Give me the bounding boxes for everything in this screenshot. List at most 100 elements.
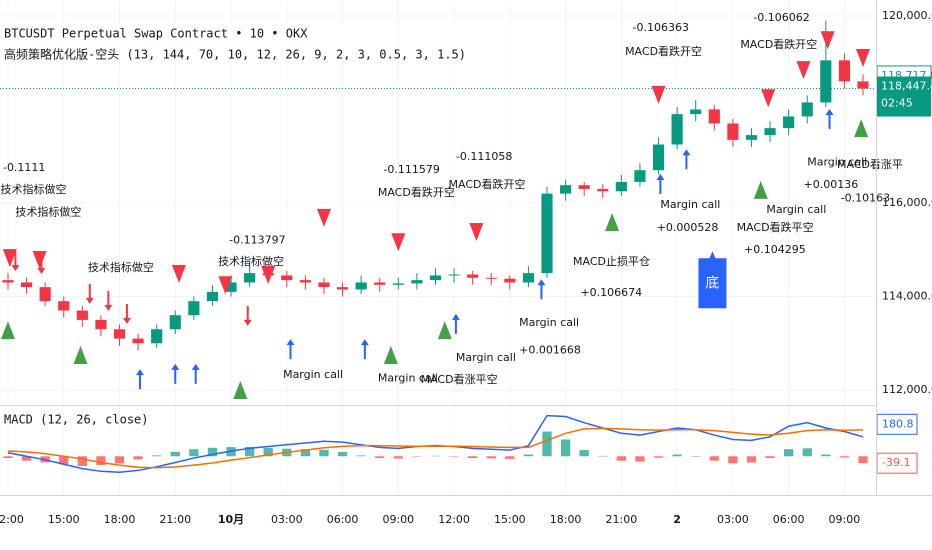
signal-arrow-down [122, 304, 131, 325]
histogram-bar [505, 456, 515, 459]
histogram-bar [170, 451, 180, 457]
histogram-bar [449, 456, 459, 457]
annotation: Margin call [456, 351, 516, 364]
histogram-bar [263, 447, 273, 457]
candle-body [652, 144, 665, 171]
histogram-bar [244, 446, 255, 457]
histogram-bar [375, 456, 385, 459]
annotation: 技术指标做空 [218, 254, 284, 268]
histogram-bar [189, 449, 199, 457]
x-tick-label: 12:00 [438, 513, 470, 526]
annotation: Margin call [766, 203, 826, 216]
annotation: +0.000528 [657, 221, 719, 234]
signal-arrow-down [104, 290, 113, 311]
signal-triangle-up [753, 180, 768, 199]
candle-body [634, 170, 646, 182]
macd-title: MACD (12, 26, close) [4, 413, 149, 427]
histogram-bar [430, 455, 441, 457]
histogram-bar [783, 449, 794, 457]
x-tick-label: 09:00 [382, 513, 414, 526]
y-tick-label: 114,000.0 [882, 290, 932, 303]
indicator-title: 高频策略优化版-空头 (13, 144, 70, 10, 12, 26, 9, … [4, 47, 466, 62]
signal-triangle-up [233, 381, 248, 400]
histogram-bar [560, 439, 571, 457]
candle-body [485, 277, 497, 279]
histogram-bar [858, 456, 868, 464]
signal-arrow-up [825, 109, 834, 130]
x-tick-label: 12:00 [0, 513, 24, 526]
histogram-bar [114, 456, 125, 464]
candle-body [76, 310, 88, 320]
annotation: -0.113797 [229, 233, 285, 246]
signal-arrow-up [537, 279, 546, 300]
annotation: -0.106363 [633, 21, 689, 34]
x-tick-label: 2 [673, 513, 681, 526]
signal-triangle-down [32, 251, 47, 270]
candle-body [448, 274, 460, 276]
header-backdrop [2, 24, 472, 62]
candle-body [745, 135, 758, 140]
annotation: 技术指标做空 [88, 260, 154, 274]
annotation: MACD看跌平空 [737, 220, 814, 234]
y-tick-label: 116,000.0 [882, 196, 932, 209]
y-tick-label: 112,000.0 [882, 383, 932, 396]
annotation: Margin call [519, 316, 579, 329]
candle-body [411, 280, 423, 284]
scale-label: -39.1 [882, 456, 910, 469]
histogram-bar [523, 454, 534, 457]
candle-body [188, 301, 200, 316]
histogram-bar [728, 456, 738, 464]
signal-triangle-down [651, 85, 666, 104]
x-tick-label: 06:00 [773, 513, 805, 526]
histogram-bar [839, 456, 850, 458]
histogram-bar [133, 456, 143, 460]
signal-triangle-down [316, 208, 331, 227]
signal-triangle-down [469, 222, 484, 241]
histogram-bar [152, 455, 162, 457]
histogram-bar [765, 456, 775, 459]
histogram-bar [337, 452, 348, 457]
signal-triangle-down [820, 31, 835, 50]
histogram-bar [598, 455, 608, 457]
candle-body [374, 282, 386, 285]
candle-body [671, 114, 683, 145]
histogram-bar [486, 456, 496, 459]
signal-triangle-up [605, 213, 620, 232]
scale-label: 180.8 [882, 417, 914, 430]
plot-layer: 112,000.0 114,000.0 116,000.0 120,000.0 12:0… [0, 0, 932, 526]
candle-body [857, 81, 869, 89]
annotation: -0.1111 [3, 161, 45, 174]
signal-arrow-down [37, 253, 46, 274]
macd-line [7, 427, 864, 469]
histogram-bar [746, 456, 757, 463]
signal-triangle-down [171, 265, 186, 284]
annotation: -0.111058 [456, 150, 512, 163]
candle-body [820, 60, 832, 103]
annotation: MACD看涨平空 [421, 372, 498, 386]
signal-arrow-up [135, 369, 144, 390]
annotation: -0.106062 [753, 11, 809, 24]
x-tick-label: 21:00 [159, 513, 191, 526]
histogram-bar [691, 456, 701, 457]
signal-arrow-up [360, 339, 369, 360]
candle-body [113, 329, 126, 339]
last-price-label: 118,447.4 [881, 80, 932, 93]
annotation: Margin call [807, 155, 867, 168]
candle-body [522, 273, 535, 283]
annotation: Margin call [660, 198, 720, 211]
x-tick-label: 10月 [218, 513, 244, 526]
signal-arrow-up [286, 339, 295, 360]
signal-triangle-down [796, 61, 811, 80]
signal-triangle-down [2, 249, 17, 268]
signal-triangle-down [761, 89, 776, 108]
x-tick-label: 15:00 [494, 513, 526, 526]
candle-body [225, 282, 237, 292]
histogram-bar [77, 456, 87, 467]
histogram-bar [802, 448, 812, 457]
histogram-bar [393, 456, 403, 459]
x-tick-label: 18:00 [550, 513, 582, 526]
candle-body [132, 338, 144, 344]
annotation: Margin call [378, 371, 438, 384]
